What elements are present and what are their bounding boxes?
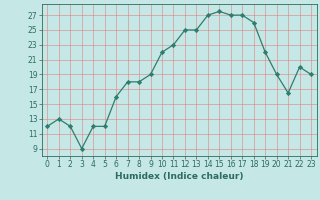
X-axis label: Humidex (Indice chaleur): Humidex (Indice chaleur)	[115, 172, 244, 181]
